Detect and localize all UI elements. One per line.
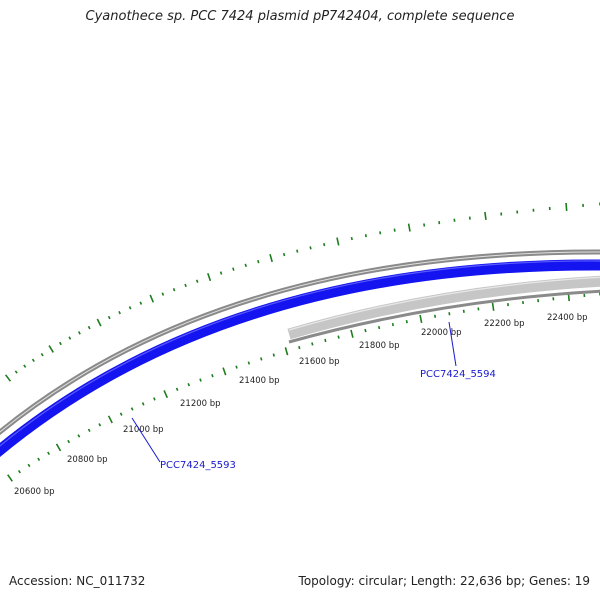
tick-mark (89, 429, 90, 432)
tick-mark (24, 365, 26, 368)
tick-mark (493, 303, 494, 311)
tick-mark (366, 234, 367, 237)
tick-mark (78, 435, 80, 438)
tick-mark (154, 398, 155, 401)
tick-mark (97, 319, 101, 326)
tick-mark (566, 203, 567, 211)
tick-mark (69, 337, 70, 340)
tick-mark (352, 237, 353, 240)
tick-mark (365, 329, 366, 332)
tick-mark (19, 470, 21, 473)
tick-mark (337, 238, 339, 246)
scale-label: 20600 bp (14, 487, 55, 497)
scale-label: 21400 bp (239, 376, 280, 386)
tick-mark (394, 229, 395, 232)
tick-mark (324, 243, 325, 246)
tick-mark (49, 346, 53, 353)
tick-mark (38, 458, 40, 461)
scale-label: 20800 bp (67, 455, 108, 465)
tick-mark (132, 408, 133, 411)
tick-mark (270, 254, 272, 262)
tick-mark (197, 280, 198, 283)
tick-mark (409, 224, 410, 232)
tick-mark (233, 268, 234, 271)
scale-labels: 20600 bp 20800 bp 21000 bp 21200 bp 2140… (14, 313, 588, 497)
tick-mark (57, 444, 61, 451)
tick-mark (185, 284, 186, 287)
tick-mark (424, 224, 425, 227)
scale-label: 21000 bp (123, 425, 164, 435)
tick-mark (310, 246, 311, 249)
tick-mark (121, 413, 122, 416)
tick-mark (297, 250, 298, 253)
tick-mark (223, 368, 226, 376)
tick-mark (380, 231, 381, 234)
tick-mark (221, 272, 222, 275)
tick-mark (28, 464, 30, 467)
tick-mark (470, 217, 471, 220)
tick-mark (338, 336, 339, 339)
tick-mark (99, 424, 100, 427)
tick-mark (162, 293, 163, 296)
outer-backbone-arc (0, 252, 600, 436)
tick-mark (177, 388, 178, 391)
tick-mark (109, 316, 110, 319)
topology-summary: Topology: circular; Length: 22,636 bp; G… (299, 574, 590, 588)
tick-mark (485, 212, 486, 220)
tick-mark (351, 330, 353, 338)
tick-mark (212, 374, 213, 377)
tick-mark (143, 403, 144, 406)
gene-label[interactable]: PCC7424_5593 (160, 460, 236, 471)
tick-mark (273, 354, 274, 357)
tick-mark (284, 253, 285, 256)
tick-mark (236, 366, 237, 369)
tick-mark (174, 288, 175, 291)
tick-mark (109, 416, 113, 423)
tick-mark (248, 362, 249, 365)
scale-label: 22000 bp (421, 328, 462, 338)
tick-mark (89, 326, 90, 329)
tick-mark (258, 260, 259, 263)
tick-mark (325, 339, 326, 342)
scale-label: 22200 bp (484, 319, 525, 329)
tick-mark (164, 390, 167, 397)
tick-mark (150, 295, 153, 302)
tick-mark (140, 302, 141, 305)
tick-mark (285, 347, 287, 355)
tick-mark (379, 326, 380, 329)
accession-text: Accession: NC_011732 (9, 574, 145, 588)
tick-mark (119, 311, 120, 314)
tick-mark (68, 440, 70, 443)
tick-mark (60, 342, 62, 345)
tick-mark (393, 323, 394, 326)
tick-mark (407, 320, 408, 323)
gene-label[interactable]: PCC7424_5594 (420, 369, 496, 380)
tick-mark (435, 315, 436, 318)
tick-mark (79, 332, 80, 335)
tick-mark (130, 307, 131, 310)
scale-label: 22400 bp (547, 313, 588, 323)
scale-label: 21800 bp (359, 341, 400, 351)
tick-mark (420, 315, 422, 323)
tick-mark (200, 379, 201, 382)
tick-mark (48, 452, 50, 455)
tick-mark (261, 358, 262, 361)
tick-mark (454, 219, 455, 222)
tick-mark (449, 312, 450, 315)
tick-mark (41, 353, 43, 356)
tick-mark (15, 371, 17, 373)
tick-mark (188, 383, 189, 386)
tick-mark (245, 264, 246, 267)
tick-mark (8, 475, 13, 482)
gene-boundary-marker (285, 313, 289, 326)
tick-mark (33, 359, 35, 362)
tick-mark (312, 343, 313, 346)
scale-label: 21200 bp (180, 399, 221, 409)
tick-mark (6, 375, 11, 381)
tick-mark (299, 346, 300, 349)
tick-mark (208, 273, 211, 281)
scale-label: 21600 bp (299, 357, 340, 367)
